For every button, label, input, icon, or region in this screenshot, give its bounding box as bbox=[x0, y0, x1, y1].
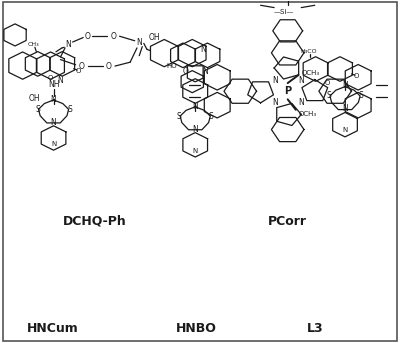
Text: N: N bbox=[200, 45, 206, 54]
Text: OCH₃: OCH₃ bbox=[298, 111, 317, 117]
Text: HO: HO bbox=[166, 63, 176, 69]
Text: N: N bbox=[51, 95, 56, 104]
Text: —Si—: —Si— bbox=[274, 9, 294, 15]
Text: S: S bbox=[177, 111, 182, 121]
Text: DCHQ-Ph: DCHQ-Ph bbox=[62, 214, 126, 227]
Text: OCH₃: OCH₃ bbox=[301, 70, 319, 76]
Text: O: O bbox=[47, 75, 53, 81]
Text: S: S bbox=[67, 105, 72, 114]
Text: NH: NH bbox=[48, 80, 59, 89]
Text: S: S bbox=[35, 105, 40, 114]
Text: PCorr: PCorr bbox=[268, 214, 307, 227]
Text: OH: OH bbox=[29, 94, 40, 103]
Text: N: N bbox=[342, 81, 348, 91]
Text: O: O bbox=[85, 32, 91, 41]
Text: O: O bbox=[79, 62, 85, 71]
Text: O: O bbox=[76, 68, 81, 74]
Text: N: N bbox=[192, 102, 198, 110]
Text: O: O bbox=[354, 73, 359, 79]
Text: O: O bbox=[106, 62, 112, 71]
Text: O: O bbox=[110, 32, 116, 41]
Text: O: O bbox=[325, 80, 330, 86]
Text: N: N bbox=[342, 127, 348, 133]
Text: N: N bbox=[51, 141, 56, 147]
Text: N: N bbox=[272, 76, 278, 85]
Text: H₃CO: H₃CO bbox=[300, 49, 317, 54]
Text: N: N bbox=[298, 98, 304, 107]
Text: OH: OH bbox=[148, 33, 160, 42]
Text: N: N bbox=[51, 118, 56, 127]
Text: CH₃: CH₃ bbox=[28, 42, 39, 47]
Text: N: N bbox=[272, 98, 278, 107]
Text: N: N bbox=[57, 76, 63, 85]
Text: O: O bbox=[182, 68, 188, 76]
Text: HNBO: HNBO bbox=[176, 322, 216, 335]
Text: P: P bbox=[284, 86, 291, 96]
Text: N: N bbox=[342, 104, 348, 114]
Text: S: S bbox=[209, 111, 214, 121]
Text: S: S bbox=[327, 92, 332, 100]
Text: S: S bbox=[358, 92, 363, 100]
Text: N: N bbox=[298, 76, 304, 85]
Text: N: N bbox=[65, 39, 71, 48]
Text: N: N bbox=[192, 125, 198, 133]
Text: L3: L3 bbox=[307, 322, 324, 335]
Text: N: N bbox=[192, 147, 198, 154]
Text: HNCum: HNCum bbox=[27, 322, 78, 335]
Text: N: N bbox=[136, 38, 142, 47]
Text: N: N bbox=[202, 68, 208, 76]
